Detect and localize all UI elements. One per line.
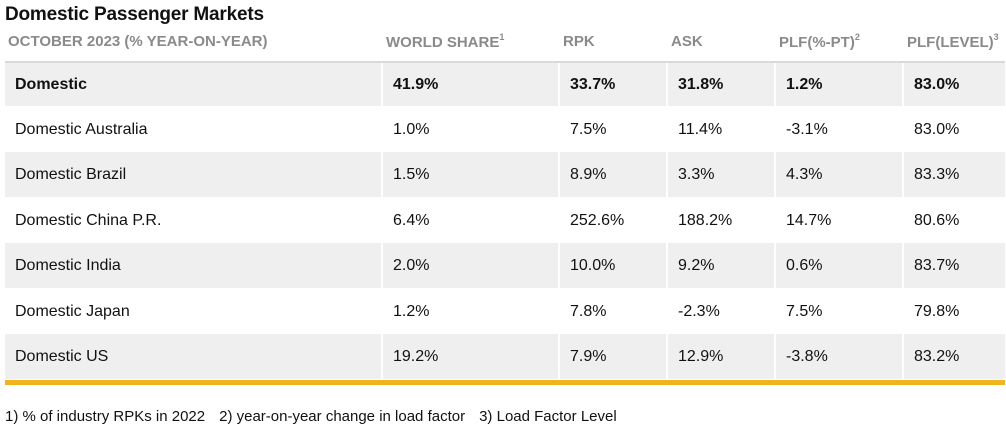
cell-ask: 9.2%	[678, 256, 715, 274]
table-row: Domestic US 19.2% 7.9% 12.9% -3.8% 83.2%	[5, 334, 1005, 379]
cell-plf-pt: 14.7%	[786, 211, 832, 229]
column-divider	[774, 152, 776, 197]
column-divider	[902, 63, 904, 106]
cell-world-share: 2.0%	[393, 256, 430, 274]
cell-rpk: 7.5%	[570, 120, 607, 138]
table-row: Domestic India 2.0% 10.0% 9.2% 0.6% 83.7%	[5, 243, 1005, 288]
cell-rpk: 7.9%	[570, 347, 607, 365]
cell-world-share: 6.4%	[393, 211, 430, 229]
cell-plf-pt: -3.1%	[786, 120, 828, 138]
cell-plf-level: 83.2%	[914, 347, 960, 365]
cell-market: Domestic India	[15, 256, 121, 274]
table-header: OCTOBER 2023 (% YEAR-ON-YEAR) WORLD SHAR…	[0, 28, 1006, 58]
column-divider	[381, 289, 383, 334]
cell-ask: 11.4%	[678, 120, 723, 138]
cell-rpk: 10.0%	[570, 256, 616, 274]
cell-plf-pt: 4.3%	[786, 165, 823, 183]
column-divider	[558, 289, 560, 334]
cell-world-share: 19.2%	[393, 347, 439, 365]
column-divider	[666, 152, 668, 197]
column-divider	[381, 198, 383, 243]
column-divider	[666, 107, 668, 152]
cell-plf-level: 83.3%	[914, 165, 960, 183]
column-divider	[666, 243, 668, 288]
column-divider	[381, 63, 383, 106]
header-market: OCTOBER 2023 (% YEAR-ON-YEAR)	[8, 33, 268, 50]
cell-rpk: 8.9%	[570, 165, 607, 183]
column-divider	[666, 334, 668, 379]
cell-ask: 3.3%	[678, 165, 715, 183]
cell-plf-pt: -3.8%	[786, 347, 828, 365]
column-divider	[902, 152, 904, 197]
table-row: Domestic Brazil 1.5% 8.9% 3.3% 4.3% 83.3%	[5, 152, 1005, 197]
column-divider	[558, 63, 560, 106]
cell-rpk: 252.6%	[570, 211, 625, 229]
header-plf-pt: PLF(%-PT)2	[779, 32, 860, 51]
cell-plf-level: 83.0%	[914, 75, 960, 93]
column-divider	[774, 334, 776, 379]
cell-market: Domestic Brazil	[15, 165, 127, 183]
column-divider	[902, 334, 904, 379]
cell-world-share: 41.9%	[393, 75, 439, 93]
cell-ask: 31.8%	[678, 75, 724, 93]
column-divider	[381, 107, 383, 152]
table-row: Domestic Australia 1.0% 7.5% 11.4% -3.1% 83.0…	[5, 107, 1005, 152]
table-row: Domestic China P.R. 6.4% 252.6% 188.2% 14.7%…	[5, 198, 1005, 243]
column-divider	[666, 289, 668, 334]
column-divider	[381, 152, 383, 197]
column-divider	[774, 107, 776, 152]
page-title: Domestic Passenger Markets	[5, 4, 264, 25]
cell-plf-level: 79.8%	[914, 302, 960, 320]
column-divider	[381, 334, 383, 379]
column-divider	[558, 243, 560, 288]
column-divider	[666, 63, 668, 106]
cell-world-share: 1.2%	[393, 302, 430, 320]
header-world-share: WORLD SHARE1	[386, 32, 505, 51]
column-divider	[666, 198, 668, 243]
cell-plf-pt: 7.5%	[786, 302, 823, 320]
cell-ask: 12.9%	[678, 347, 724, 365]
cell-plf-pt: 0.6%	[786, 256, 823, 274]
cell-plf-level: 80.6%	[914, 211, 960, 229]
table-row: Domestic Japan 1.2% 7.8% -2.3% 7.5% 79.8%	[5, 289, 1005, 334]
footnotes: 1) % of industry RPKs in 2022 2) year-on-…	[5, 408, 631, 425]
column-divider	[774, 63, 776, 106]
cell-market: Domestic Japan	[15, 302, 130, 320]
column-divider	[558, 198, 560, 243]
footnote-3: 3) Load Factor Level	[479, 408, 617, 425]
column-divider	[558, 334, 560, 379]
cell-ask: -2.3%	[678, 302, 720, 320]
footnote-1: 1) % of industry RPKs in 2022	[5, 408, 206, 425]
cell-world-share: 1.5%	[393, 165, 430, 183]
cell-plf-level: 83.7%	[914, 256, 960, 274]
footnote-2: 2) year-on-year change in load factor	[219, 408, 466, 425]
cell-market: Domestic US	[15, 347, 109, 365]
column-divider	[902, 243, 904, 288]
column-divider	[774, 243, 776, 288]
column-divider	[774, 289, 776, 334]
column-divider	[902, 107, 904, 152]
header-plf-level: PLF(LEVEL)3	[907, 32, 999, 51]
column-divider	[902, 289, 904, 334]
header-rpk: RPK	[563, 33, 595, 50]
cell-market: Domestic Australia	[15, 120, 148, 138]
table-row: Domestic 41.9% 33.7% 31.8% 1.2% 83.0%	[5, 61, 1005, 106]
column-divider	[381, 243, 383, 288]
accent-bar	[5, 380, 1005, 385]
cell-market: Domestic	[15, 75, 88, 93]
cell-world-share: 1.0%	[393, 120, 430, 138]
column-divider	[902, 198, 904, 243]
cell-market: Domestic China P.R.	[15, 211, 162, 229]
cell-rpk: 33.7%	[570, 75, 616, 93]
cell-rpk: 7.8%	[570, 302, 607, 320]
cell-plf-level: 83.0%	[914, 120, 960, 138]
header-ask: ASK	[671, 33, 703, 50]
cell-ask: 188.2%	[678, 211, 733, 229]
column-divider	[558, 152, 560, 197]
cell-plf-pt: 1.2%	[786, 75, 823, 93]
column-divider	[774, 198, 776, 243]
column-divider	[558, 107, 560, 152]
